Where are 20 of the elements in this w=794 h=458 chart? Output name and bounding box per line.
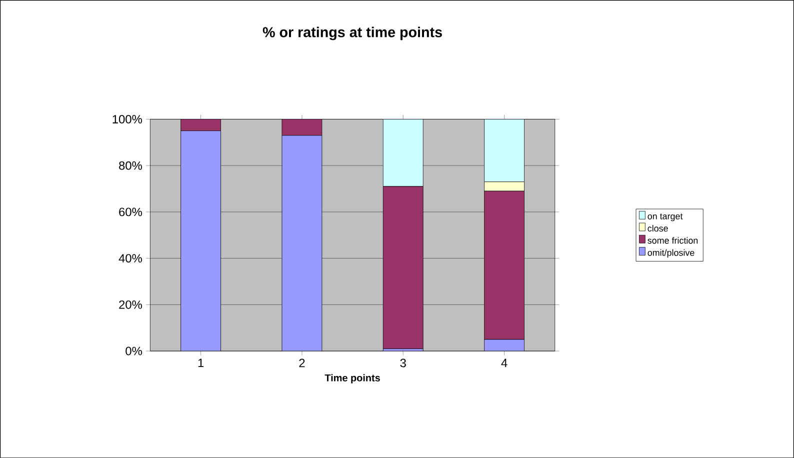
bar <box>282 119 322 136</box>
y-tick-label: 60% <box>119 208 142 216</box>
x-tick-label: 4 <box>501 358 508 367</box>
y-tick-label: 100% <box>112 114 142 124</box>
x-tick-label: 2 <box>299 358 305 368</box>
legend-label: close <box>648 224 668 232</box>
y-tick-label: 80% <box>119 161 142 170</box>
y-tick-label: 0% <box>126 346 142 356</box>
x-tick-label: 1 <box>198 358 204 367</box>
bar <box>382 186 424 349</box>
chart-title: % or ratings at time points <box>262 26 442 40</box>
bar <box>180 119 221 131</box>
x-axis-title: Time points <box>324 374 380 384</box>
x-tick-label: 3 <box>400 358 406 368</box>
y-tick-label: 20% <box>119 300 142 309</box>
legend-label: some friction <box>648 236 698 244</box>
y-tick-label: 40% <box>118 254 142 262</box>
bar <box>484 190 524 340</box>
legend-label: on target <box>648 213 683 222</box>
legend-label: omit/plosive <box>648 249 694 258</box>
